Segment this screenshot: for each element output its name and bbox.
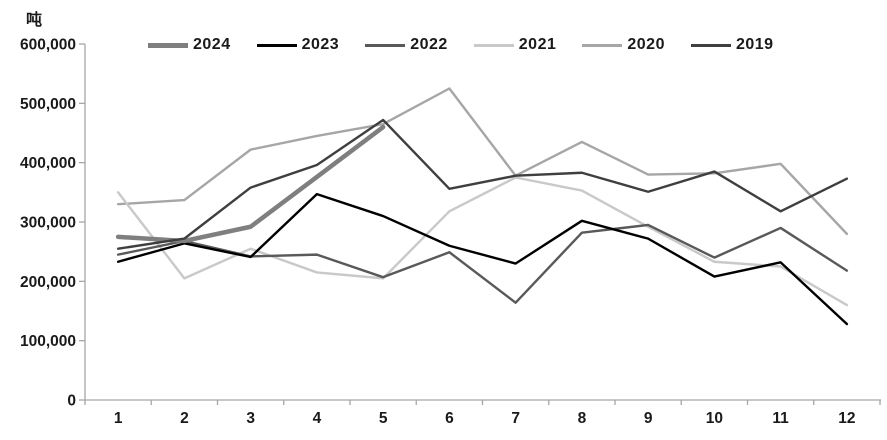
y-tick-label: 500,000 <box>20 96 76 113</box>
x-tick-label: 3 <box>246 410 255 427</box>
legend-item-2020: 2020 <box>582 36 665 54</box>
x-tick-label: 4 <box>313 410 322 427</box>
x-tick-label: 12 <box>838 410 855 427</box>
chart-legend: 2024 2023 2022 2021 2020 2019 <box>148 36 774 54</box>
legend-label: 2024 <box>193 36 231 53</box>
x-tick-label: 7 <box>511 410 520 427</box>
x-tick-label: 2 <box>180 410 189 427</box>
legend-label: 2023 <box>301 36 340 53</box>
legend-line-swatch <box>582 43 623 47</box>
legend-label: 2021 <box>518 36 557 53</box>
series-line-2023 <box>116 192 849 326</box>
y-tick-label: 400,000 <box>20 155 76 172</box>
x-tick-label: 9 <box>644 410 653 427</box>
x-tick-label: 10 <box>706 410 723 427</box>
x-tick-label: 5 <box>379 410 388 427</box>
series-line-2021 <box>116 176 849 307</box>
legend-line-swatch <box>256 43 297 47</box>
legend-item-2023: 2023 <box>256 36 340 54</box>
legend-label: 2019 <box>735 36 774 53</box>
y-tick-label: 600,000 <box>20 37 76 54</box>
legend-item-2019: 2019 <box>690 36 774 54</box>
legend-line-swatch <box>148 42 188 48</box>
series-line-2024 <box>115 124 386 244</box>
x-tick-label: 1 <box>114 410 123 427</box>
legend-line-swatch <box>690 43 731 47</box>
y-axis-unit-label: 吨 <box>26 12 43 29</box>
series-line-2019 <box>116 118 849 250</box>
x-tick-label: 11 <box>772 410 789 427</box>
y-tick-label: 200,000 <box>20 274 76 291</box>
y-tick-label: 0 <box>67 393 76 410</box>
legend-label: 2020 <box>627 36 665 53</box>
legend-line-swatch <box>365 43 406 47</box>
y-tick-label: 300,000 <box>20 215 76 232</box>
legend-line-swatch <box>473 43 514 47</box>
legend-item-2021: 2021 <box>473 36 557 54</box>
legend-item-2022: 2022 <box>365 36 448 54</box>
legend-item-2024: 2024 <box>148 36 231 54</box>
series-line-2020 <box>116 87 849 236</box>
x-tick-label: 6 <box>445 410 454 427</box>
x-tick-label: 8 <box>578 410 587 427</box>
y-tick-label: 100,000 <box>20 333 76 350</box>
legend-label: 2022 <box>410 36 448 53</box>
